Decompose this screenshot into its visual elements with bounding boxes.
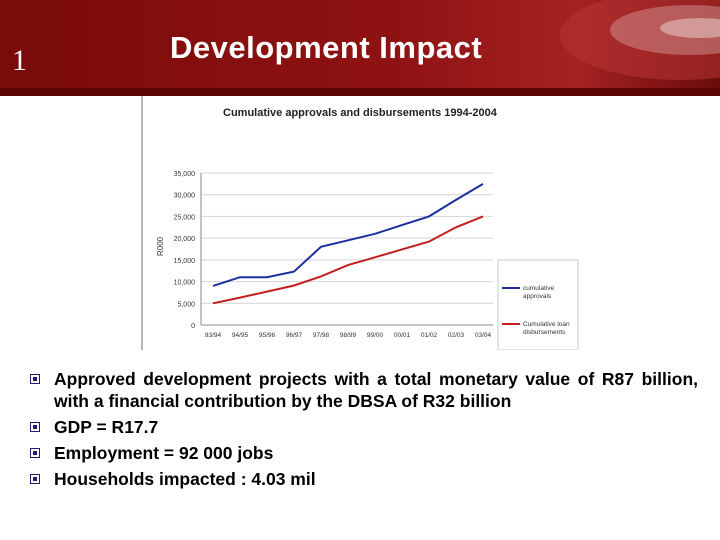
legend-box bbox=[497, 259, 579, 350]
x-tick-label: 98/99 bbox=[340, 332, 357, 339]
banner-swoosh-graphic bbox=[560, 0, 720, 80]
y-tick-label: 35,000 bbox=[174, 171, 196, 178]
x-tick-labels: 93/94 94/95 95/96 96/97 97/98 98/99 99/00 00/01… bbox=[205, 332, 492, 339]
bullet-text: Households impacted : 4.03 mil bbox=[54, 469, 316, 489]
banner-bottom-stripe bbox=[0, 88, 720, 96]
chart-title: Cumulative approvals and disbursements 1… bbox=[223, 107, 498, 119]
square-bullet-icon bbox=[30, 422, 40, 432]
x-tick-label: 01/02 bbox=[421, 332, 438, 339]
x-tick-label: 96/97 bbox=[286, 332, 303, 339]
slide-number: 1 bbox=[12, 44, 27, 77]
bullet-item: GDP = R17.7 bbox=[30, 416, 698, 438]
x-tick-label: 97/98 bbox=[313, 332, 330, 339]
y-tick-label: 20,000 bbox=[174, 236, 196, 243]
bullet-item: Employment = 92 000 jobs bbox=[30, 442, 698, 464]
x-tick-label: 99/00 bbox=[367, 332, 384, 339]
x-tick-label: 00/01 bbox=[394, 332, 411, 339]
square-bullet-icon bbox=[30, 474, 40, 484]
y-axis-label: R000 bbox=[156, 236, 165, 256]
bullet-list: Approved development projects with a tot… bbox=[30, 368, 698, 494]
x-tick-label: 02/03 bbox=[448, 332, 465, 339]
slide-title: Development Impact bbox=[170, 30, 483, 65]
legend-label: disbursements bbox=[523, 329, 566, 336]
x-tick-label: 95/96 bbox=[259, 332, 276, 339]
legend-label: cumulative bbox=[523, 285, 554, 292]
bullet-item: Approved development projects with a tot… bbox=[30, 368, 698, 412]
gridlines bbox=[200, 172, 493, 326]
square-bullet-icon bbox=[30, 374, 40, 384]
legend-label: approvals bbox=[523, 293, 552, 300]
x-tick-label: 03/04 bbox=[475, 332, 492, 339]
y-tick-label: 25,000 bbox=[174, 214, 196, 221]
series-line bbox=[212, 183, 484, 287]
bullet-text: GDP = R17.7 bbox=[54, 417, 159, 437]
chart-image: Cumulative approvals and disbursements 1… bbox=[141, 96, 579, 350]
y-tick-label: 15,000 bbox=[174, 258, 196, 265]
y-tick-label: 30,000 bbox=[174, 193, 196, 200]
bullet-text: Employment = 92 000 jobs bbox=[54, 443, 274, 463]
series-lines bbox=[212, 183, 484, 305]
x-tick-label: 93/94 bbox=[205, 332, 222, 339]
bullet-text: Approved development projects with a tot… bbox=[54, 369, 698, 411]
y-tick-label: 5,000 bbox=[177, 301, 195, 308]
bullet-item: Households impacted : 4.03 mil bbox=[30, 468, 698, 490]
y-tick-labels: 0 5,000 10,000 15,000 20,000 25,000 30,000 35,0… bbox=[174, 171, 196, 330]
y-tick-label: 0 bbox=[191, 323, 195, 330]
square-bullet-icon bbox=[30, 448, 40, 458]
line-chart: Cumulative approvals and disbursements 1… bbox=[156, 107, 579, 350]
series-line bbox=[212, 215, 484, 305]
y-tick-label: 10,000 bbox=[174, 280, 196, 287]
title-banner: 1 Development Impact bbox=[0, 0, 720, 96]
x-tick-label: 94/95 bbox=[232, 332, 249, 339]
legend-label: Cumulative loan bbox=[523, 321, 570, 328]
